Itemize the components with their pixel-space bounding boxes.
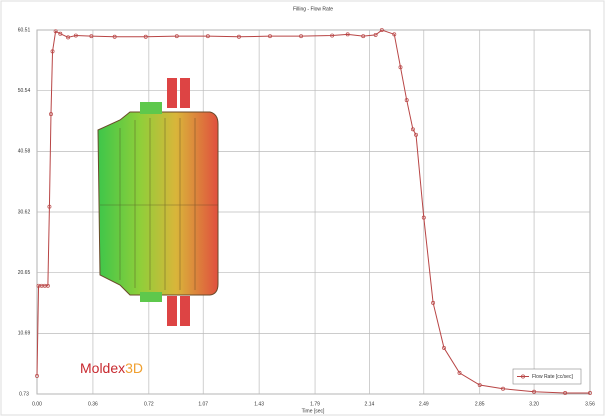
logo-suffix: 3D xyxy=(125,360,143,376)
x-tick-label: 1.43 xyxy=(254,401,264,407)
x-tick-label: 0.36 xyxy=(88,401,98,407)
x-tick-label: 1.07 xyxy=(198,401,208,407)
chart: Filling - Flow Rate Moldex3D Time [sec] … xyxy=(0,0,606,417)
logo: Moldex3D xyxy=(80,360,143,376)
y-tick-label: 30.62 xyxy=(18,209,31,215)
x-tick-label: 2.85 xyxy=(475,401,485,407)
x-tick-label: 0.00 xyxy=(32,401,42,407)
x-tick-label: 3.56 xyxy=(585,401,595,407)
legend-label: Flow Rate [cc/sec] xyxy=(532,374,573,380)
x-tick-label: 2.49 xyxy=(419,401,429,407)
x-tick-label: 0.72 xyxy=(144,401,154,407)
x-tick-label: 2.14 xyxy=(365,401,375,407)
legend: Flow Rate [cc/sec] xyxy=(513,369,581,384)
x-tick-label: 1.79 xyxy=(310,401,320,407)
chart-title: Filling - Flow Rate xyxy=(293,6,333,12)
logo-brand: Moldex xyxy=(80,360,125,376)
y-tick-label: 0.73 xyxy=(19,391,29,397)
x-axis-label: Time [sec] xyxy=(302,408,325,414)
y-tick-label: 50.54 xyxy=(18,88,31,94)
y-tick-label: 20.65 xyxy=(18,270,31,276)
y-tick-label: 40.58 xyxy=(18,149,31,155)
y-tick-label: 60.51 xyxy=(18,27,31,33)
x-tick-label: 3.20 xyxy=(529,401,539,407)
y-tick-label: 10.69 xyxy=(18,331,31,337)
